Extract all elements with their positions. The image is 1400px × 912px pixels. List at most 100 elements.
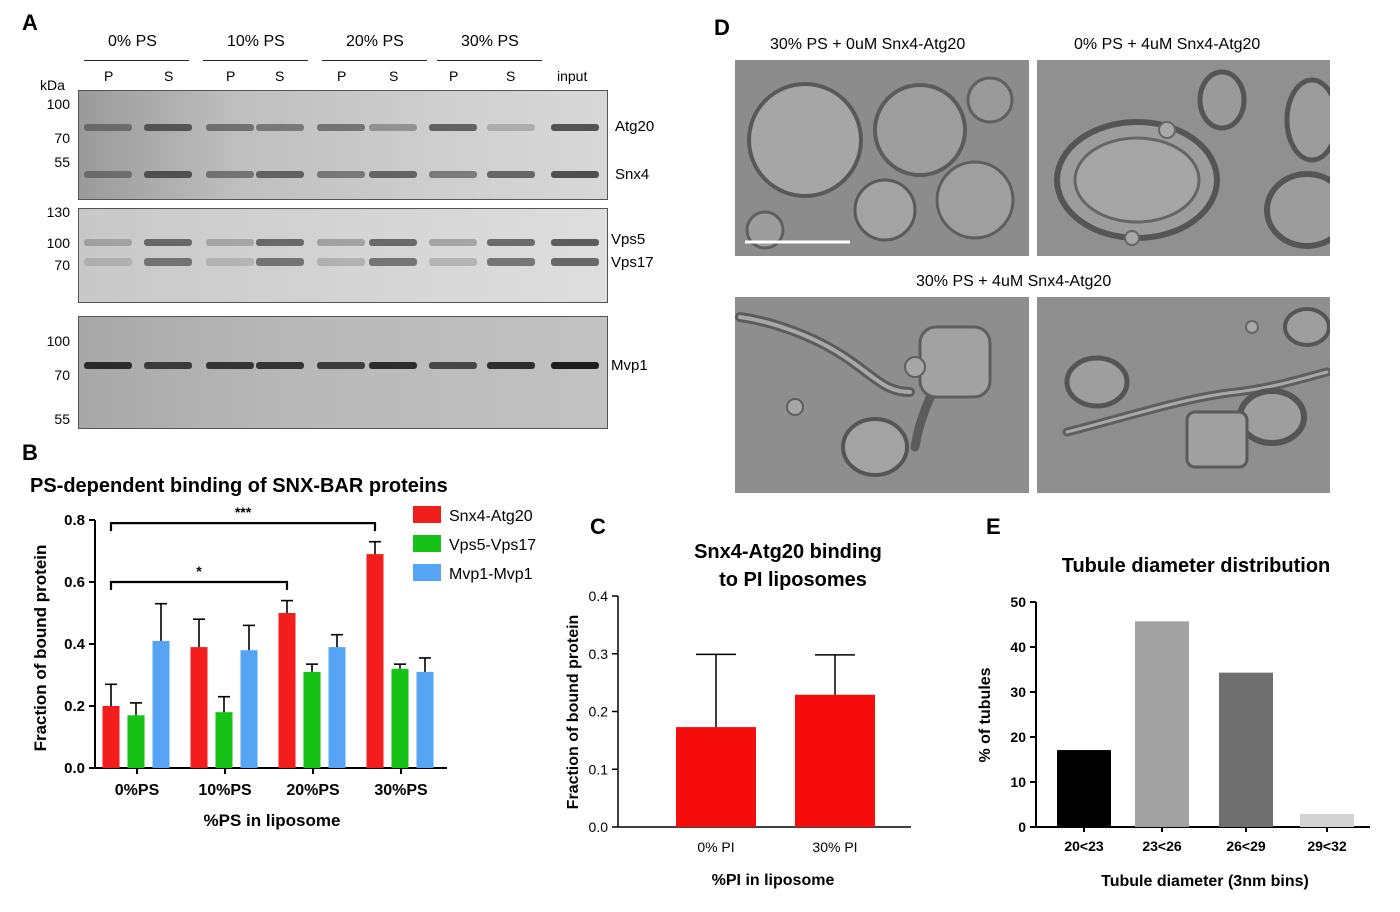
gel-band — [144, 258, 192, 266]
gel-band — [317, 362, 365, 369]
group-label: 20% PS — [346, 33, 404, 50]
panel-c-letter: C — [590, 514, 606, 539]
chart-b-legend-label: Mvp1-Mvp1 — [449, 566, 533, 583]
gel-band — [256, 239, 304, 246]
gel-band — [487, 362, 535, 369]
chart-b-significance-bracket — [109, 522, 377, 532]
em-title-top-left: 30% PS + 0uM Snx4-Atg20 — [770, 36, 966, 53]
gel-band — [487, 124, 535, 131]
chart-c-ytick-label: 0.1 — [589, 761, 609, 777]
panel-d-letter: D — [714, 15, 730, 40]
chart-b-legend-swatch — [413, 506, 441, 523]
chart-b-bar — [127, 715, 145, 768]
gel-band — [256, 124, 304, 131]
mw-marker: 100 — [46, 96, 70, 112]
chart-b-ytick-label: 0.6 — [64, 574, 85, 591]
protein-label: Vps5 — [611, 231, 646, 248]
gel-band — [429, 124, 477, 131]
gel-band — [144, 171, 192, 178]
gel-band — [144, 362, 192, 369]
chart-b-bar — [215, 712, 233, 768]
chart-b-legend-label: Snx4-Atg20 — [449, 508, 533, 525]
em-title-bottom: 30% PS + 4uM Snx4-Atg20 — [916, 273, 1112, 290]
gel-band — [369, 362, 417, 369]
chart-b-xtick-label: 10%PS — [198, 782, 252, 799]
chart-e-bar — [1219, 672, 1273, 827]
chart-b-bar — [278, 613, 296, 768]
chart-e-xtick-label: 29<32 — [1307, 838, 1347, 854]
chart-e-tubule-diameter: Tubule diameter distribution 0 10 20 30 40 50… — [977, 555, 1370, 890]
chart-b-xtick-label: 30%PS — [374, 782, 428, 799]
gel-band — [551, 239, 599, 246]
protein-label: Vps17 — [611, 254, 654, 271]
gel-band — [206, 171, 254, 178]
gel-band — [144, 239, 192, 246]
gel-band — [256, 258, 304, 266]
gel-band — [256, 171, 304, 178]
lane-label: S — [389, 68, 399, 84]
gel-band — [429, 171, 477, 178]
chart-e-bar — [1057, 750, 1111, 827]
em-image-tubules-right — [1037, 297, 1330, 493]
chart-e-xtick-label: 23<26 — [1142, 838, 1182, 854]
chart-c-ytick-label: 0.0 — [589, 819, 609, 835]
chart-c-title-line1: Snx4-Atg20 binding — [694, 541, 882, 563]
lane-label: S — [275, 68, 285, 84]
gel-band — [551, 258, 599, 266]
lane-label: P — [449, 68, 459, 84]
panel-b-letter: B — [22, 440, 38, 465]
chart-c-bar — [676, 727, 756, 827]
chart-c-ytick-label: 0.4 — [589, 588, 609, 604]
lane-label: P — [226, 68, 236, 84]
chart-e-bar — [1135, 621, 1189, 827]
mw-marker: 70 — [54, 130, 70, 146]
gel-band — [317, 258, 365, 266]
chart-e-bar — [1300, 813, 1354, 827]
chart-e-ytick-label: 20 — [1010, 729, 1026, 745]
chart-c-ylabel: Fraction of bound protein — [565, 615, 582, 810]
chart-c-pi-binding: Snx4-Atg20 binding to PI liposomes 0.0 0.… — [565, 541, 911, 889]
chart-c-bar — [795, 694, 875, 827]
group-label: 30% PS — [461, 33, 519, 50]
kda-label: kDa — [40, 77, 65, 93]
chart-b-legend-label: Vps5-Vps17 — [449, 537, 536, 554]
chart-b-bar — [303, 671, 321, 768]
chart-c-ytick-label: 0.2 — [589, 704, 609, 720]
panel-a-letter: A — [22, 10, 38, 35]
chart-b-ytick-label: 0.4 — [64, 636, 86, 653]
mw-marker: 55 — [54, 411, 70, 427]
chart-c-xtick-label: 30% PI — [812, 839, 857, 855]
chart-c-title-line2: to PI liposomes — [719, 569, 867, 591]
chart-b-bar — [190, 647, 208, 768]
gel-band — [206, 124, 254, 131]
gel-vps5-vps17 — [78, 208, 608, 303]
gel-band — [84, 124, 132, 131]
chart-e-ytick-label: 10 — [1010, 774, 1026, 790]
chart-e-ylabel: % of tubules — [977, 667, 994, 762]
protein-label: Snx4 — [615, 166, 650, 183]
chart-e-xtick-label: 26<29 — [1226, 838, 1266, 854]
chart-b-bar — [391, 668, 409, 768]
chart-b-bar — [416, 671, 434, 768]
group-divider-line — [203, 60, 308, 61]
chart-c-ytick-label: 0.3 — [589, 646, 609, 662]
em-image-no-ps — [1037, 60, 1330, 256]
chart-b-ytick-label: 0.8 — [64, 512, 85, 529]
chart-b-bar — [102, 706, 120, 768]
gel-band — [206, 239, 254, 246]
gel-band — [551, 362, 599, 369]
chart-e-title: Tubule diameter distribution — [1062, 555, 1331, 577]
gel-band — [317, 239, 365, 246]
chart-b-xlabel: %PS in liposome — [204, 811, 341, 830]
gel-band — [487, 171, 535, 178]
chart-e-ytick-label: 30 — [1010, 684, 1026, 700]
chart-c-xlabel: %PI in liposome — [712, 872, 835, 889]
chart-c-xtick-label: 0% PI — [697, 839, 734, 855]
chart-b-significance-label: *** — [235, 504, 252, 520]
group-label: 10% PS — [227, 33, 285, 50]
lane-label: P — [337, 68, 347, 84]
gel-band — [84, 258, 132, 266]
gel-band — [369, 171, 417, 178]
gel-band — [551, 171, 599, 178]
gel-band — [429, 239, 477, 246]
